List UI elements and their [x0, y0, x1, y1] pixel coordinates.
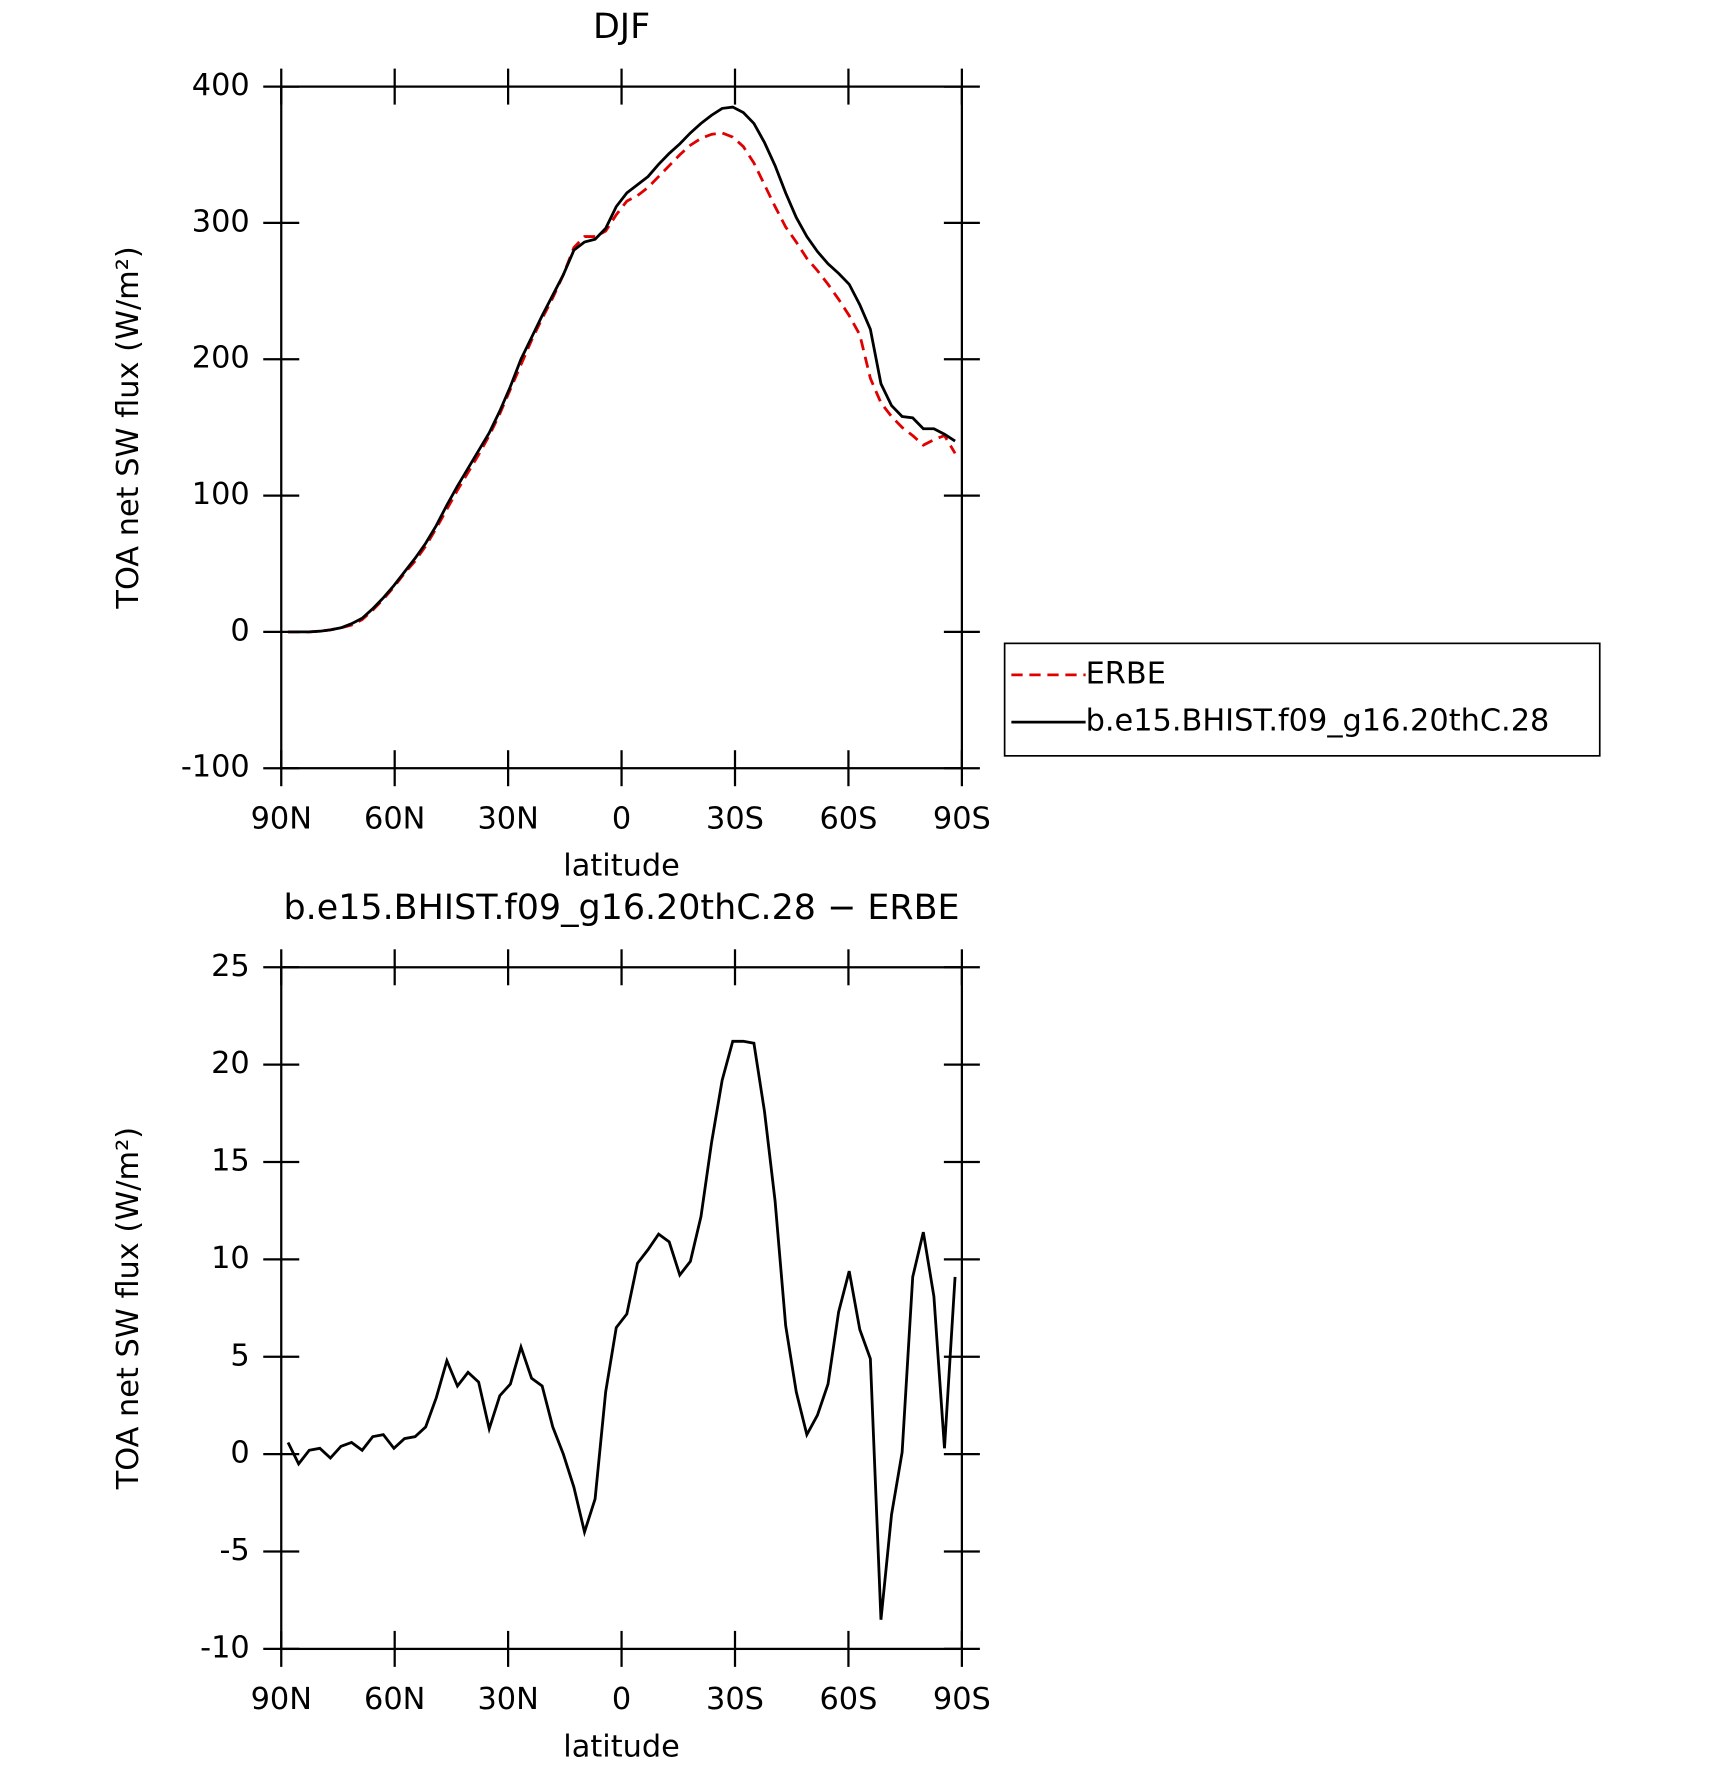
- y-tick-label: 5: [230, 1338, 249, 1373]
- y-tick-label: -10: [200, 1630, 250, 1665]
- x-tick-label: 90N: [251, 801, 312, 836]
- x-tick-label: 0: [612, 1682, 631, 1717]
- legend-label: ERBE: [1086, 656, 1166, 691]
- chart-title: b.e15.BHIST.f09_g16.20thC.28 − ERBE: [284, 888, 960, 928]
- y-tick-label: 300: [192, 204, 250, 239]
- y-tick-label: 0: [230, 1436, 249, 1471]
- x-tick-label: 90S: [933, 801, 991, 836]
- y-tick-label: 25: [211, 949, 250, 984]
- x-tick-label: 0: [612, 801, 631, 836]
- y-tick-label: 20: [211, 1046, 250, 1081]
- x-tick-label: 30S: [706, 1682, 764, 1717]
- x-tick-label: 60N: [364, 1682, 425, 1717]
- plot-frame: [280, 85, 963, 770]
- legend-label: b.e15.BHIST.f09_g16.20thC.28: [1086, 704, 1550, 739]
- x-axis-label: latitude: [563, 849, 679, 884]
- x-axis-label: latitude: [563, 1729, 679, 1764]
- x-tick-label: 30S: [706, 801, 764, 836]
- x-tick-label: 60S: [819, 801, 877, 836]
- y-tick-label: 0: [230, 613, 249, 648]
- y-tick-label: 200: [192, 341, 250, 376]
- y-tick-label: 100: [192, 477, 250, 512]
- y-tick-label: 400: [192, 68, 250, 103]
- y-axis-label: TOA net SW flux (W/m²): [111, 1127, 146, 1490]
- y-tick-label: -100: [181, 750, 250, 785]
- data-line: [288, 105, 956, 634]
- y-tick-label: 15: [211, 1144, 250, 1179]
- x-tick-label: 60N: [364, 801, 425, 836]
- data-line: [288, 131, 957, 634]
- chart-title: DJF: [593, 7, 650, 47]
- x-tick-label: 60S: [819, 1682, 877, 1717]
- x-tick-label: 90S: [933, 1682, 991, 1717]
- x-tick-label: 90N: [251, 1682, 312, 1717]
- x-tick-label: 30N: [477, 801, 538, 836]
- y-tick-label: 10: [211, 1241, 250, 1276]
- plot-frame: [280, 966, 963, 1651]
- x-tick-label: 30N: [477, 1682, 538, 1717]
- data-line: [286, 1039, 957, 1620]
- y-tick-label: -5: [219, 1533, 249, 1568]
- legend-box: [1003, 642, 1601, 757]
- y-axis-label: TOA net SW flux (W/m²): [111, 246, 146, 609]
